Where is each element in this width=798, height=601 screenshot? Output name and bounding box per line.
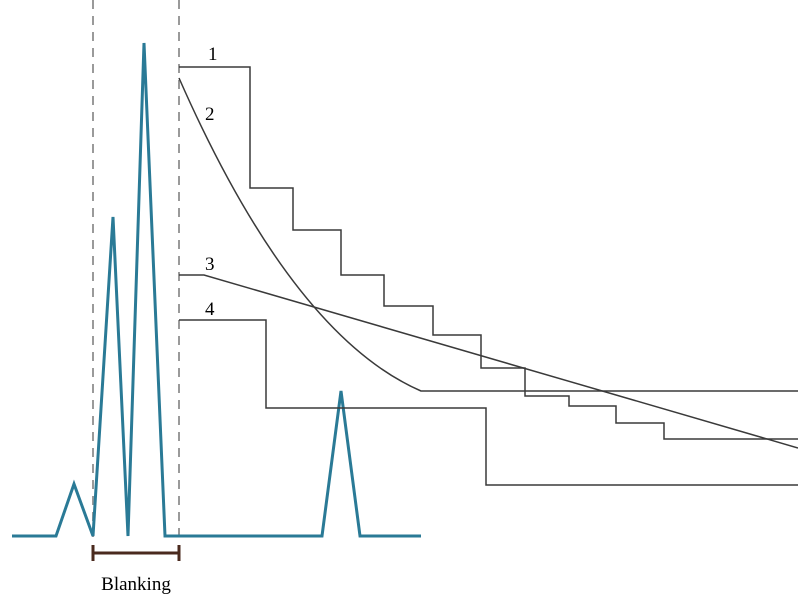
curve-label-4: 4: [205, 299, 215, 320]
curve-label-3: 3: [205, 254, 215, 275]
signal-trace: [12, 42, 421, 538]
threshold-curve-4: [179, 319, 798, 486]
curve-label-1: 1: [208, 44, 218, 65]
blanking-label: Blanking: [101, 574, 171, 595]
curve-label-2: 2: [205, 104, 215, 125]
threshold-curve-3: [179, 274, 798, 449]
threshold-curve-1: [179, 66, 798, 440]
blanking-interval-bar: [91, 545, 181, 561]
threshold-curve-2: [178, 77, 798, 392]
